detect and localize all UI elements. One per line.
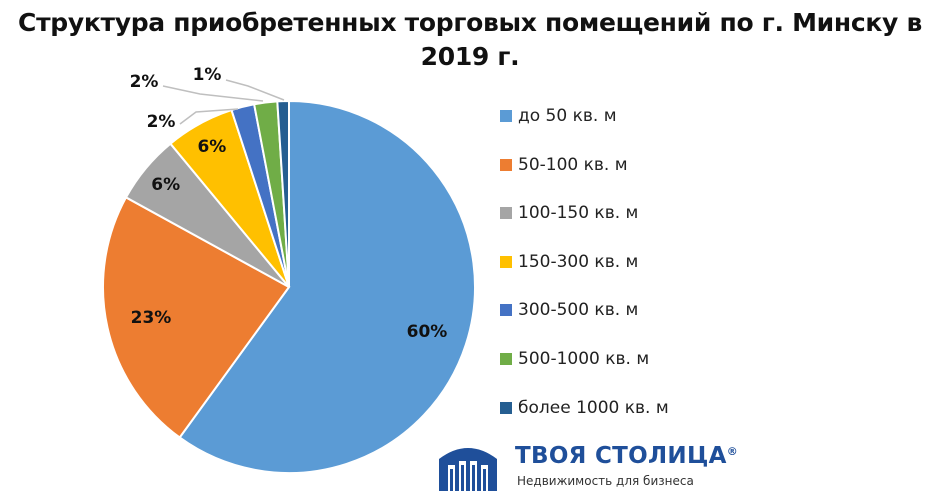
logo-registered-mark: ® (726, 445, 739, 458)
data-label-1: 60% (407, 322, 448, 342)
legend-label: 150-300 кв. м (518, 251, 639, 272)
company-logo: ТВОЯ СТОЛИЦА® Недвижимость для бизнеса (437, 437, 739, 495)
legend-label: до 50 кв. м (518, 106, 617, 126)
chart-title: Структура приобретенных торговых помещен… (0, 6, 940, 74)
legend-label: 500-1000 кв. м (518, 349, 650, 369)
legend-swatch (500, 353, 512, 365)
data-label-6: 2% (130, 72, 159, 92)
chart-title-line2: 2019 г. (420, 42, 520, 71)
legend-item-6: 500-1000 кв. м (500, 348, 649, 370)
pie-slice-2 (102, 196, 291, 439)
data-label-7: 1% (193, 65, 222, 85)
chart-title-line1: Структура приобретенных торговых помещен… (18, 8, 922, 37)
pie-slice-1 (178, 99, 476, 474)
leader-line-5 (179, 108, 239, 125)
leader-line-7 (225, 79, 285, 101)
legend-item-4: 150-300 кв. м (500, 251, 638, 273)
legend-label: 100-150 кв. м (518, 203, 639, 224)
pie-slice-7 (276, 99, 290, 288)
legend-swatch (500, 158, 512, 171)
legend-item-5: 300-500 кв. м (500, 299, 638, 321)
data-label-2: 23% (131, 308, 172, 328)
legend-label: 50-100 кв. м (518, 154, 628, 175)
legend-item-7: более 1000 кв. м (500, 397, 669, 419)
data-label-5: 2% (147, 112, 176, 132)
legend-swatch (500, 401, 512, 414)
building-logo-icon (439, 448, 497, 491)
logo-tagline: Недвижимость для бизнеса (517, 474, 694, 488)
legend-swatch (500, 255, 512, 268)
logo-name: ТВОЯ СТОЛИЦА® (515, 443, 739, 469)
data-label-3: 6% (151, 175, 180, 195)
legend-item-1: до 50 кв. м (500, 105, 617, 127)
data-label-4: 6% (197, 137, 226, 157)
legend-label: 300-500 кв. м (518, 300, 639, 321)
legend-swatch (500, 110, 512, 122)
legend-item-3: 100-150 кв. м (500, 202, 638, 224)
legend-swatch (500, 207, 512, 220)
legend-item-2: 50-100 кв. м (500, 154, 628, 176)
legend-label: более 1000 кв. м (518, 397, 669, 418)
leader-line-6 (162, 85, 264, 102)
legend-swatch (500, 304, 512, 317)
